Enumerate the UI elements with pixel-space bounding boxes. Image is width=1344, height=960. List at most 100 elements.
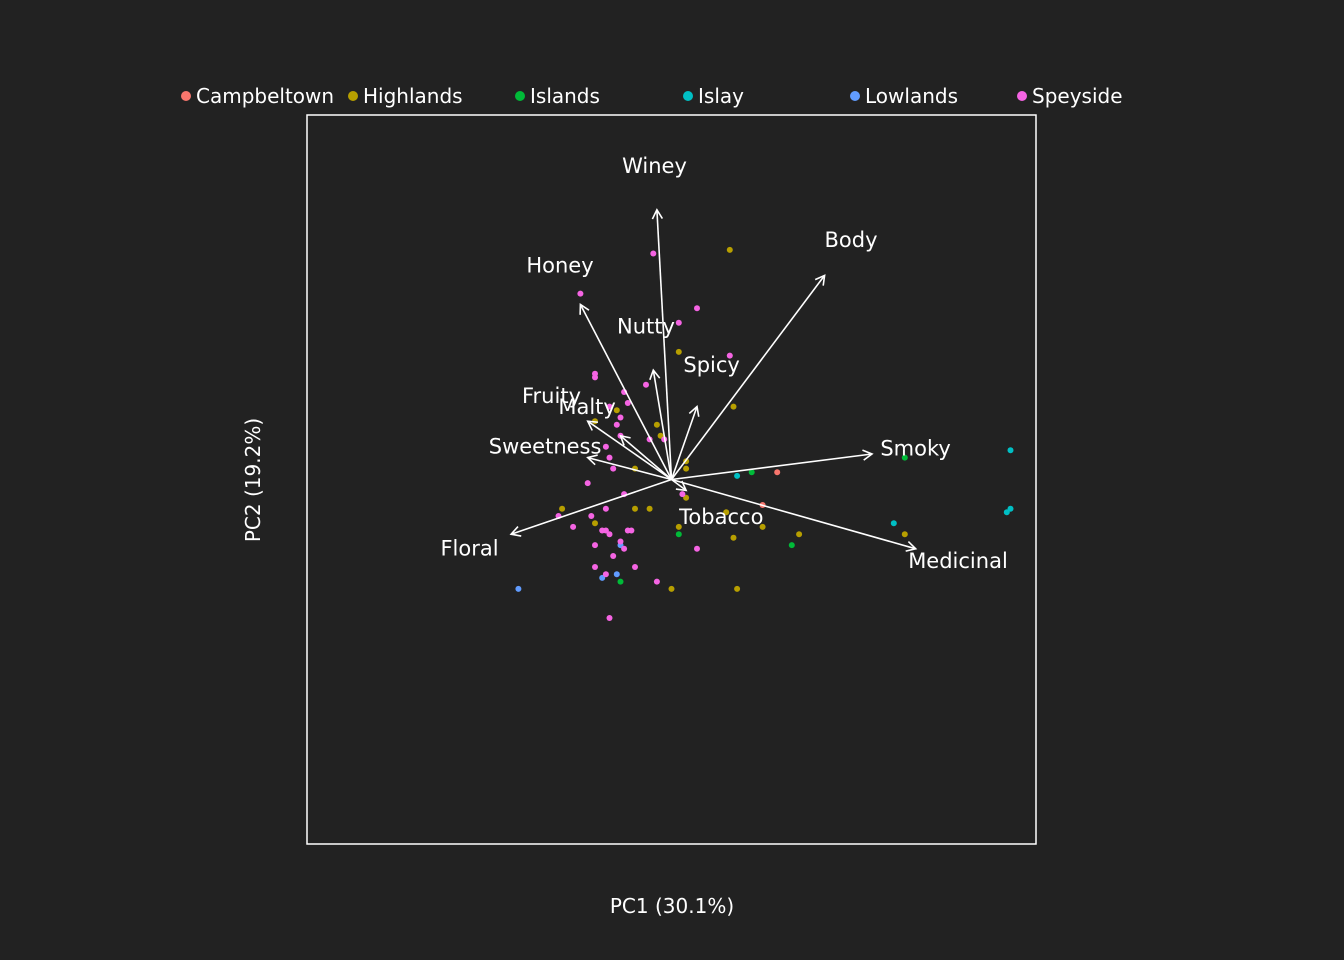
data-point (679, 491, 686, 498)
loading-arrow-spicy (670, 405, 700, 480)
data-point (796, 531, 803, 538)
data-point (726, 246, 733, 253)
loading-label-sweetness: Sweetness (489, 435, 602, 459)
data-point (890, 520, 897, 527)
data-point (1007, 505, 1014, 512)
loading-label-spicy: Spicy (683, 353, 739, 377)
data-point (606, 615, 613, 621)
data-point (632, 505, 638, 512)
legend-label: Highlands (363, 84, 463, 108)
loading-label-nutty: Nutty (617, 315, 675, 339)
data-point (602, 527, 609, 534)
series-highlands (559, 246, 908, 592)
data-point (694, 545, 700, 552)
legend-swatch-speyside (1017, 91, 1027, 101)
data-point (606, 531, 613, 538)
legend-label: Islands (530, 84, 600, 108)
data-point (726, 352, 733, 359)
loading-arrow-smoky (671, 449, 874, 481)
legend-label: Campbeltown (196, 84, 334, 108)
data-point (653, 421, 660, 428)
legend-swatch-campbeltown (181, 91, 191, 101)
legend-swatch-islands (515, 91, 525, 101)
data-point (592, 542, 598, 549)
legend-item-islands: Islands (515, 84, 600, 108)
loading-label-honey: Honey (526, 254, 593, 278)
loading-arrow-malty (619, 434, 673, 481)
data-point (646, 505, 653, 512)
legend-item-lowlands: Lowlands (850, 84, 958, 108)
data-point (613, 421, 620, 428)
series-campbeltown (759, 469, 781, 508)
data-point (901, 531, 908, 538)
data-point (730, 534, 737, 541)
legend-swatch-islay (683, 91, 693, 101)
y-axis-label: PC2 (19.2%) (241, 418, 265, 542)
series-lowlands (515, 542, 624, 592)
data-point (624, 400, 631, 406)
loading-arrow-floral (509, 478, 672, 537)
loading-label-body: Body (824, 228, 877, 252)
loading-label-tobacco: Tobacco (678, 505, 763, 529)
legend-label: Speyside (1032, 84, 1123, 108)
data-point (788, 542, 795, 549)
data-point (602, 443, 609, 450)
loading-label-winey: Winey (622, 154, 687, 178)
data-point (584, 480, 591, 487)
data-point (577, 290, 584, 297)
series-speyside (555, 250, 733, 621)
data-point (617, 414, 624, 421)
loading-label-malty: Malty (558, 395, 615, 419)
data-point (610, 553, 617, 559)
data-point (650, 250, 657, 257)
data-point (675, 319, 682, 326)
data-point (1003, 509, 1010, 516)
data-point (774, 469, 781, 476)
data-point (617, 578, 624, 585)
data-point (734, 472, 741, 479)
data-point (628, 527, 635, 534)
data-point (1007, 447, 1014, 454)
loading-label-smoky: Smoky (880, 436, 950, 460)
data-point (632, 564, 638, 570)
data-point (606, 403, 613, 410)
loading-arrow-tobacco (671, 478, 688, 492)
loading-arrow-body (670, 274, 826, 480)
legend-label: Lowlands (865, 84, 958, 108)
data-point (515, 585, 522, 592)
data-point (602, 571, 609, 578)
data-point (675, 348, 682, 355)
data-point (668, 585, 675, 592)
loading-arrow-honey (579, 303, 673, 480)
data-point (901, 454, 908, 461)
data-point (613, 407, 620, 414)
data-point (683, 465, 690, 472)
data-point (602, 505, 609, 512)
data-point (592, 564, 598, 570)
data-point (610, 465, 617, 472)
data-point (675, 523, 682, 530)
legend-item-speyside: Speyside (1017, 84, 1123, 108)
loading-arrow-nutty (649, 368, 673, 480)
data-point (734, 585, 741, 592)
legend-label: Islay (698, 84, 744, 108)
data-point (592, 374, 598, 381)
legend-item-islay: Islay (683, 84, 744, 108)
data-point (675, 531, 682, 538)
loading-label-fruity: Fruity (522, 384, 581, 408)
loading-arrow-sweetness (586, 454, 672, 481)
data-point (643, 381, 649, 388)
legend: Campbeltown Highlands Islands Islay Lowlands… (181, 84, 1123, 108)
data-point (570, 523, 577, 530)
legend-item-campbeltown: Campbeltown (181, 84, 334, 108)
data-point (588, 513, 595, 519)
data-point (559, 505, 566, 512)
x-axis-label: PC1 (30.1%) (610, 894, 734, 918)
loading-arrow-medicinal (671, 478, 918, 552)
data-point (748, 469, 755, 476)
series-islands (617, 454, 908, 585)
data-point (730, 403, 737, 410)
loading-label-floral: Floral (440, 536, 498, 560)
